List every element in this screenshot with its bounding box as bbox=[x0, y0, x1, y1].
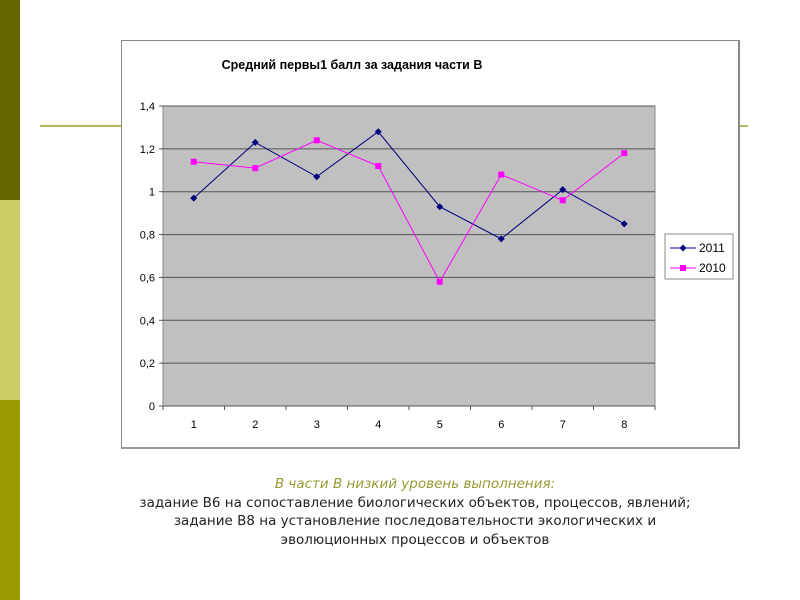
legend-label-2010: 2010 bbox=[699, 261, 726, 275]
x-tick-label: 4 bbox=[375, 419, 381, 431]
x-tick-label: 8 bbox=[621, 419, 627, 431]
data-point-2010 bbox=[621, 150, 628, 157]
data-point-2010 bbox=[190, 158, 197, 165]
y-tick-label: 1,2 bbox=[140, 144, 155, 156]
data-point-2011 bbox=[620, 220, 628, 228]
data-point-2010 bbox=[436, 278, 443, 285]
data-point-2011 bbox=[313, 173, 321, 181]
y-tick-label: 0,6 bbox=[140, 272, 155, 284]
data-point-2010 bbox=[498, 171, 505, 178]
series-line-2010 bbox=[193, 139, 625, 283]
x-tick-label: 6 bbox=[498, 419, 504, 431]
x-tick-label: 1 bbox=[191, 419, 197, 431]
data-point-2010 bbox=[559, 197, 566, 204]
data-point-2011 bbox=[559, 186, 567, 194]
chart-svg: Средний первы1 балл за задания части В 0… bbox=[140, 58, 734, 431]
y-tick-label: 0,2 bbox=[140, 358, 155, 370]
x-tick-label: 2 bbox=[252, 419, 258, 431]
sidebar-block-top bbox=[0, 0, 20, 200]
title-divider-right bbox=[737, 125, 748, 127]
caption-heading: В части В низкий уровень выполнения: bbox=[274, 476, 556, 492]
data-point-2011 bbox=[251, 138, 259, 146]
y-tick-label: 1 bbox=[149, 187, 155, 199]
x-tick-label: 5 bbox=[437, 419, 443, 431]
y-tick-label: 0,4 bbox=[140, 315, 155, 327]
plot-area bbox=[162, 105, 656, 407]
caption-line-b8: задание В8 на установление последователь… bbox=[173, 513, 657, 548]
sidebar-block-middle bbox=[0, 200, 20, 400]
data-point-2010 bbox=[252, 165, 259, 172]
legend-marker-2011 bbox=[679, 244, 687, 252]
legend-label-2011: 2011 bbox=[699, 241, 725, 255]
caption-line-b6: задание В6 на сопоставление биологически… bbox=[139, 494, 691, 511]
data-point-2011 bbox=[436, 203, 444, 211]
data-point-2010 bbox=[313, 137, 320, 144]
chart-title: Средний первы1 балл за задания части В bbox=[222, 58, 483, 72]
y-tick-label: 1,4 bbox=[140, 101, 155, 113]
data-point-2011 bbox=[497, 235, 505, 243]
sidebar-block-bottom bbox=[0, 400, 20, 600]
y-tick-label: 0 bbox=[149, 401, 155, 413]
series-line-2011 bbox=[193, 131, 625, 240]
x-tick-label: 7 bbox=[560, 419, 566, 431]
y-tick-label: 0,8 bbox=[140, 230, 155, 242]
legend-marker-2010 bbox=[680, 265, 686, 271]
title-divider-left bbox=[40, 125, 122, 127]
chart: Средний первы1 балл за задания части В 0… bbox=[121, 40, 740, 449]
data-point-2011 bbox=[190, 194, 198, 202]
x-tick-label: 3 bbox=[314, 419, 320, 431]
legend bbox=[664, 233, 734, 280]
data-point-2011 bbox=[374, 128, 382, 136]
data-point-2010 bbox=[375, 163, 382, 169]
caption: В части В низкий уровень выполнения: зад… bbox=[120, 475, 710, 549]
